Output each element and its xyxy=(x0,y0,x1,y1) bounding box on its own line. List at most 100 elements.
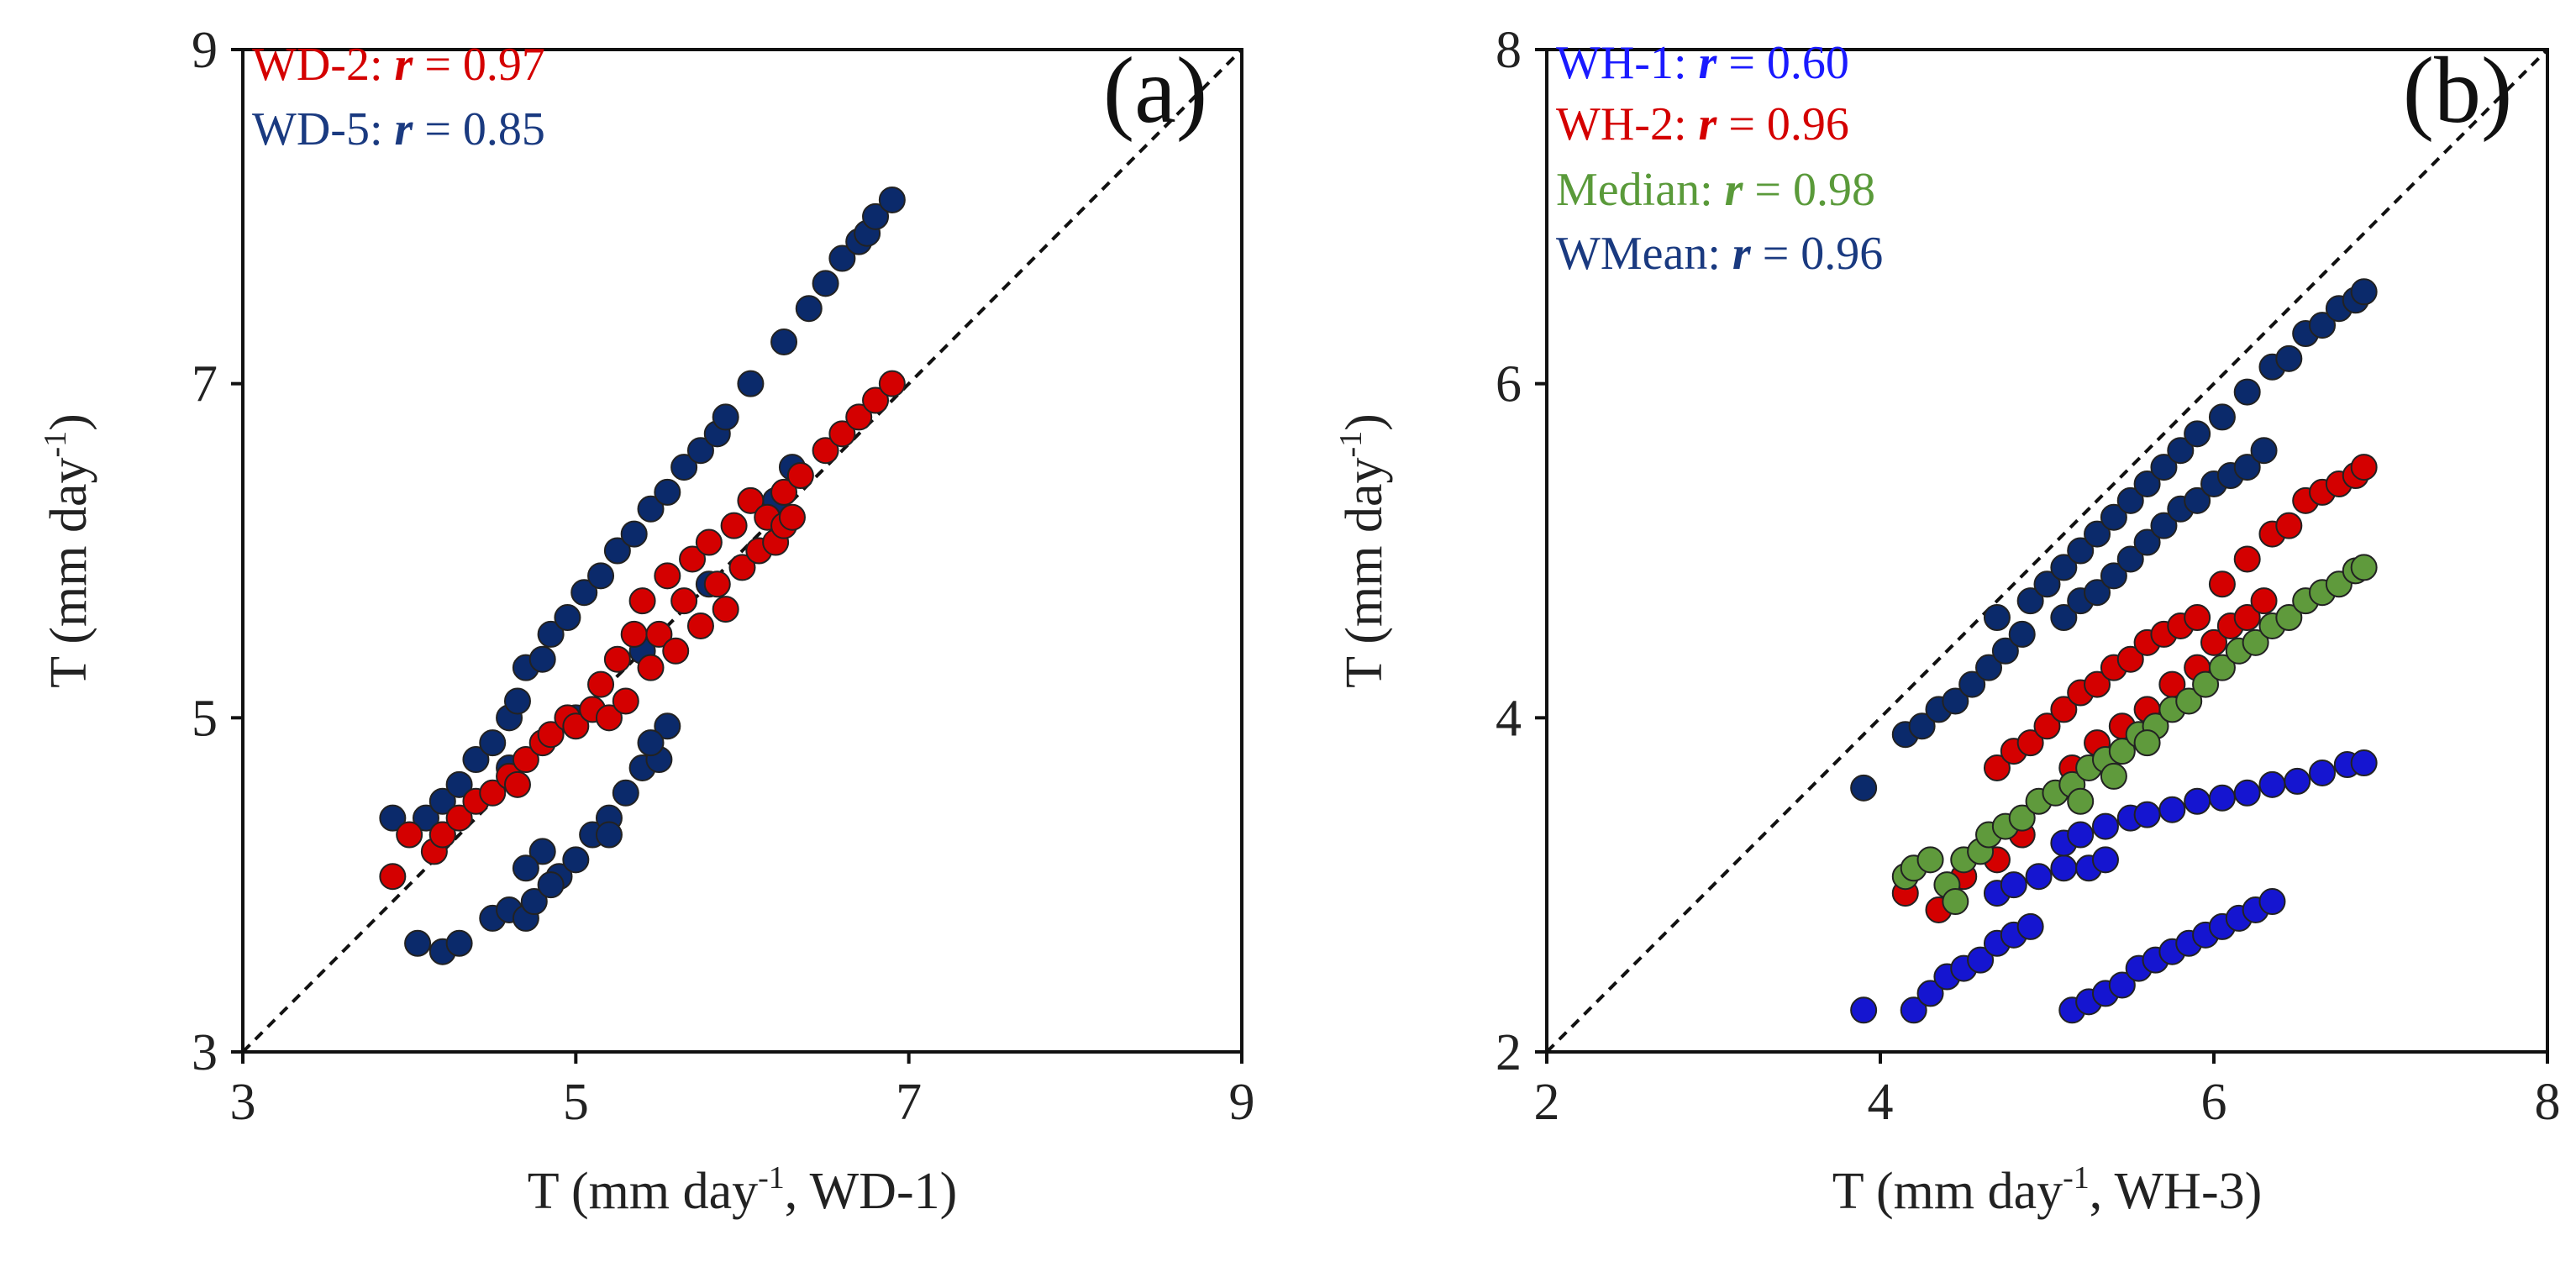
legend-entry-wh-1: WH-1: r = 0.60 xyxy=(1556,37,1849,89)
data-point xyxy=(528,838,556,865)
data-point xyxy=(2100,762,2127,790)
data-point xyxy=(654,478,681,506)
data-point xyxy=(686,612,714,639)
data-point xyxy=(562,846,590,874)
data-point xyxy=(1975,654,2003,681)
x-axis-label-tail: , WD-1) xyxy=(785,1163,957,1220)
data-point xyxy=(2158,796,2186,823)
data-point xyxy=(637,495,665,523)
data-point xyxy=(786,462,814,490)
panel-label: (b) xyxy=(2403,39,2513,143)
y-axis-label-sup: -1 xyxy=(1333,431,1369,458)
y-axis-label-main: T (mm day xyxy=(40,457,97,687)
x-tick-label: 5 xyxy=(563,1074,589,1131)
data-point xyxy=(737,486,765,514)
y-tick-label: 2 xyxy=(1496,1024,1522,1081)
data-point xyxy=(554,604,581,632)
data-point xyxy=(2067,787,2095,815)
x-tick-label: 6 xyxy=(2201,1074,2227,1131)
data-point xyxy=(2208,654,2236,681)
data-point xyxy=(2275,344,2303,372)
data-point xyxy=(1900,996,1927,1024)
data-point xyxy=(404,929,432,957)
data-point xyxy=(862,202,890,230)
data-point xyxy=(503,770,531,798)
data-point xyxy=(2167,437,2195,465)
data-point xyxy=(2350,454,2378,481)
data-point xyxy=(2200,628,2227,656)
data-point xyxy=(587,562,615,590)
x-axis-label-sup: -1 xyxy=(758,1160,785,1196)
data-point xyxy=(1942,687,1969,715)
data-point xyxy=(2016,729,2044,757)
data-point xyxy=(628,587,656,615)
x-tick-label: 9 xyxy=(1229,1074,1255,1131)
y-tick-label: 3 xyxy=(192,1024,218,1081)
data-point xyxy=(2084,520,2111,548)
series-wd-2 xyxy=(379,370,906,891)
x-tick-label: 2 xyxy=(1534,1074,1560,1131)
y-tick-label: 8 xyxy=(1496,22,1522,79)
legend-series-name: Median: xyxy=(1556,164,1725,216)
data-point xyxy=(695,528,723,556)
data-point xyxy=(2084,670,2111,698)
legend-r-value: = 0.96 xyxy=(1751,228,1884,280)
legend-r-symbol: r xyxy=(1732,228,1752,280)
data-point xyxy=(2309,312,2337,339)
data-point xyxy=(2284,767,2311,795)
data-point xyxy=(2050,696,2078,723)
data-point xyxy=(503,687,531,715)
legend-entry-median: Median: r = 0.98 xyxy=(1556,164,1875,216)
data-point xyxy=(712,403,739,431)
data-point xyxy=(878,370,906,397)
legend-series-name: WH-1: xyxy=(1556,37,1699,89)
y-axis-label-main: T (mm day xyxy=(1336,457,1393,687)
legend-series-name: WD-2: xyxy=(252,39,395,91)
data-point xyxy=(2133,470,2161,497)
data-point xyxy=(2184,604,2211,632)
data-point xyxy=(2250,437,2278,465)
data-point xyxy=(2309,759,2337,786)
data-point xyxy=(379,863,407,891)
x-axis-label-main: T (mm day xyxy=(1832,1163,2063,1220)
legend-r-value: = 0.98 xyxy=(1743,164,1875,216)
data-point xyxy=(603,537,631,565)
data-point xyxy=(620,620,648,648)
data-point xyxy=(562,712,590,740)
data-point xyxy=(770,328,798,355)
series-wmean xyxy=(1850,278,2378,802)
data-point xyxy=(2033,712,2061,740)
data-point xyxy=(812,437,839,465)
data-point xyxy=(828,244,856,272)
data-point xyxy=(1983,604,2011,632)
data-point xyxy=(1916,846,1944,874)
data-point xyxy=(845,403,873,431)
y-axis-label: T (mm day-1) xyxy=(1333,413,1393,688)
data-point xyxy=(2233,378,2261,406)
data-point xyxy=(595,821,623,849)
data-point xyxy=(2050,854,2078,882)
data-point xyxy=(379,804,407,832)
data-point xyxy=(612,779,639,807)
data-point xyxy=(2133,528,2161,556)
data-point xyxy=(2067,821,2095,849)
data-point xyxy=(679,545,707,573)
data-point xyxy=(1908,712,1936,740)
data-point xyxy=(654,562,681,590)
legend-series-name: WD-5: xyxy=(252,103,395,155)
x-axis-label: T (mm day-1, WD-1) xyxy=(528,1160,958,1220)
data-point xyxy=(2084,579,2111,607)
y-tick-label: 5 xyxy=(192,690,218,747)
x-tick-label: 3 xyxy=(230,1074,256,1131)
x-axis-label: T (mm day-1, WH-3) xyxy=(1832,1160,2263,1220)
data-point xyxy=(2050,604,2078,632)
legend-r-symbol: r xyxy=(395,39,414,91)
data-point xyxy=(812,270,839,297)
data-point xyxy=(479,779,507,807)
data-point xyxy=(2100,562,2127,590)
data-point xyxy=(2067,537,2095,565)
data-point xyxy=(2108,971,2136,999)
data-point xyxy=(512,746,539,774)
data-point xyxy=(662,637,690,665)
data-point xyxy=(537,871,565,899)
